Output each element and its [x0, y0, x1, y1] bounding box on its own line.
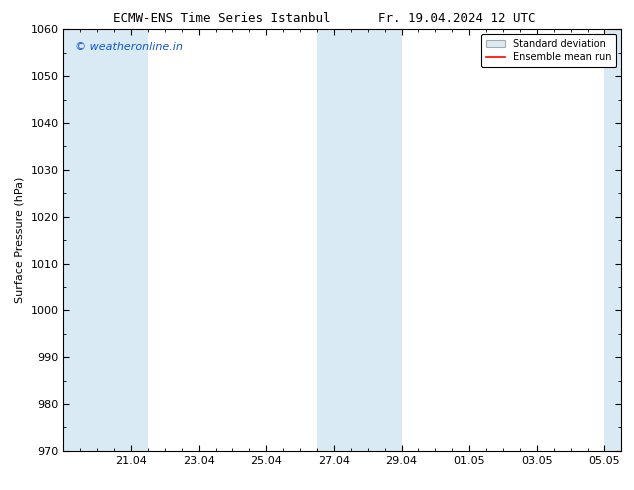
Bar — [317, 29, 401, 451]
Text: Fr. 19.04.2024 12 UTC: Fr. 19.04.2024 12 UTC — [378, 12, 535, 25]
Text: ECMW-ENS Time Series Istanbul: ECMW-ENS Time Series Istanbul — [113, 12, 331, 25]
Bar — [63, 29, 148, 451]
Text: © weatheronline.in: © weatheronline.in — [75, 42, 183, 52]
Legend: Standard deviation, Ensemble mean run: Standard deviation, Ensemble mean run — [481, 34, 616, 67]
Y-axis label: Surface Pressure (hPa): Surface Pressure (hPa) — [15, 177, 25, 303]
Bar — [604, 29, 621, 451]
